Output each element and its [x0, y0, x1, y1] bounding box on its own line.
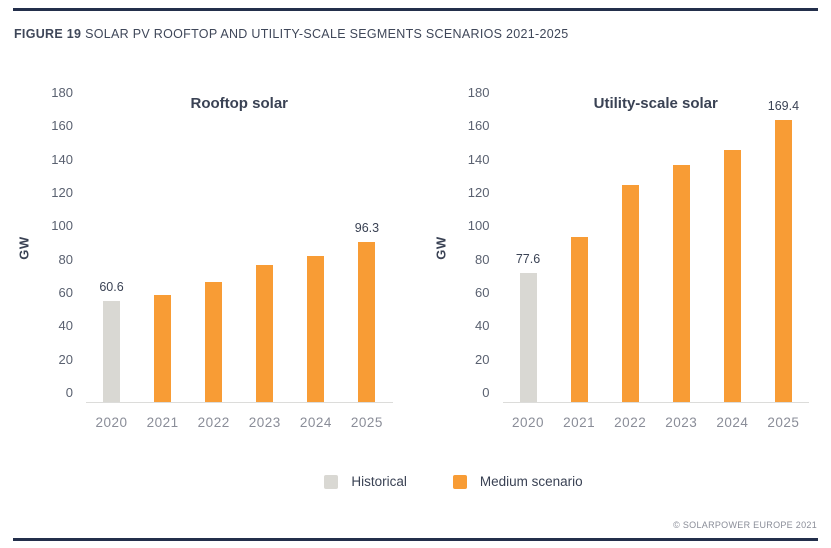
x-axis: 2020 2021 2022 2023 2024 2025	[22, 415, 393, 430]
legend-label: Historical	[351, 474, 407, 489]
bar-2023-medium	[672, 164, 690, 402]
x-tick-label-2021: 2021	[563, 415, 596, 430]
y-tick-label: 100	[467, 218, 490, 234]
bar-2024-medium	[307, 256, 325, 402]
y-tick-label: 120	[467, 185, 490, 200]
chart-title: Utility-scale solar	[593, 95, 718, 112]
y-axis-label: GW	[433, 236, 448, 260]
y-tick-label: 180	[51, 85, 73, 100]
plot-area: Utility-scale solar 77.6 169.4	[502, 93, 809, 403]
y-tick-label: 40	[58, 318, 73, 334]
bars-plot: 60.6 96.3	[86, 103, 393, 403]
bar-slot-2025: 96.3	[341, 103, 392, 402]
bar-2024-medium	[723, 150, 741, 402]
bar-slot-2025: 169.4	[758, 99, 809, 402]
bar-2020-historical	[519, 272, 537, 402]
y-tick-label: 20	[475, 351, 490, 367]
y-tick-label: 0	[65, 385, 73, 400]
x-tick-label-2022: 2022	[197, 415, 230, 430]
figure-caption: FIGURE 19 SOLAR PV ROOFTOP AND UTILITY-S…	[14, 27, 569, 41]
chart-rooftop-solar: GW 0 20 40 60 80 100 120 140 160 180 Rooftop sola…	[17, 85, 393, 430]
x-tick-label-2023: 2023	[248, 415, 281, 430]
chart-title: Rooftop solar	[190, 95, 289, 112]
bar-slot-2020: 77.6	[503, 103, 554, 402]
bottom-rule	[13, 538, 818, 541]
bar-slot-2020: 60.6	[86, 103, 137, 402]
y-axis: 0 20 40 60 80 100 120 140 160 180	[42, 85, 86, 403]
y-tick-label: 60	[475, 285, 490, 300]
y-tick-label: 40	[475, 318, 490, 334]
charts-container: GW 0 20 40 60 80 100 120 140 160 180 Rooftop sola…	[17, 85, 810, 430]
bar-slot-2023	[239, 103, 290, 402]
bar-slot-2022	[605, 103, 656, 402]
legend-swatch-icon	[324, 474, 339, 489]
bars-plot: 77.6 169.4	[502, 99, 809, 403]
legend: Historical Medium scenario	[38, 474, 831, 489]
bar-slot-2021	[554, 103, 605, 402]
y-tick-label: 140	[467, 151, 490, 167]
x-tick-label-2025: 2025	[767, 415, 800, 430]
x-tick-label-2020: 2020	[95, 415, 128, 430]
figure-number: FIGURE 19	[14, 27, 82, 41]
x-tick-label-2025: 2025	[350, 415, 383, 430]
bar-slot-2024	[290, 103, 341, 402]
x-tick-label-2020: 2020	[512, 415, 545, 430]
y-tick-label: 60	[58, 285, 73, 300]
y-tick-label: 20	[58, 351, 73, 367]
top-rule	[13, 8, 818, 11]
bar-slot-2023	[656, 103, 707, 402]
legend-item-medium-scenario: Medium scenario	[452, 474, 583, 489]
bar-slot-2024	[707, 103, 758, 402]
bar-2021-medium	[570, 237, 588, 402]
y-tick-label: 100	[51, 218, 73, 234]
y-axis-label: GW	[16, 236, 32, 260]
y-tick-label: 80	[475, 251, 490, 267]
y-tick-label: 160	[51, 118, 73, 134]
y-axis-unit-column: GW	[433, 93, 459, 403]
bar-2022-medium	[205, 282, 223, 402]
y-tick-label: 120	[51, 185, 73, 200]
plot-area: Rooftop solar 60.6 96.3	[86, 93, 393, 403]
y-axis-unit-column: GW	[17, 93, 42, 403]
bar-2020-historical	[103, 301, 121, 402]
x-tick-label-2021: 2021	[146, 415, 179, 430]
value-label-2020: 77.6	[515, 251, 541, 266]
y-tick-label: 0	[482, 385, 490, 400]
x-tick-label-2023: 2023	[665, 415, 698, 430]
value-label-2025: 96.3	[354, 220, 380, 235]
y-tick-label: 140	[51, 151, 73, 167]
bar-2025-medium	[358, 241, 376, 402]
y-tick-label: 80	[58, 251, 73, 267]
copyright-text: © SOLARPOWER EUROPE 2021	[673, 520, 817, 530]
x-tick-label-2024: 2024	[299, 415, 332, 430]
figure-title: SOLAR PV ROOFTOP AND UTILITY-SCALE SEGME…	[85, 27, 569, 41]
bar-2023-medium	[256, 264, 274, 402]
x-tick-label-2024: 2024	[716, 415, 749, 430]
bar-2025-medium	[774, 119, 792, 402]
bar-2022-medium	[621, 184, 639, 402]
value-label-2025: 169.4	[767, 98, 800, 113]
y-tick-label: 180	[467, 85, 490, 100]
value-label-2020: 60.6	[99, 280, 124, 294]
y-axis: 0 20 40 60 80 100 120 140 160 180	[459, 85, 503, 403]
x-tick-label-2022: 2022	[614, 415, 647, 430]
x-axis: 2020 2021 2022 2023 2024 2025	[439, 415, 810, 430]
legend-swatch-icon	[452, 474, 467, 489]
chart-utility-scale-solar: GW 0 20 40 60 80 100 120 140 160 180 Utility-scal…	[433, 85, 810, 430]
bar-slot-2022	[188, 103, 239, 402]
legend-item-historical: Historical	[324, 474, 407, 489]
y-tick-label: 160	[467, 118, 490, 134]
bar-slot-2021	[137, 103, 188, 402]
bar-2021-medium	[154, 295, 172, 402]
legend-label: Medium scenario	[479, 474, 583, 489]
